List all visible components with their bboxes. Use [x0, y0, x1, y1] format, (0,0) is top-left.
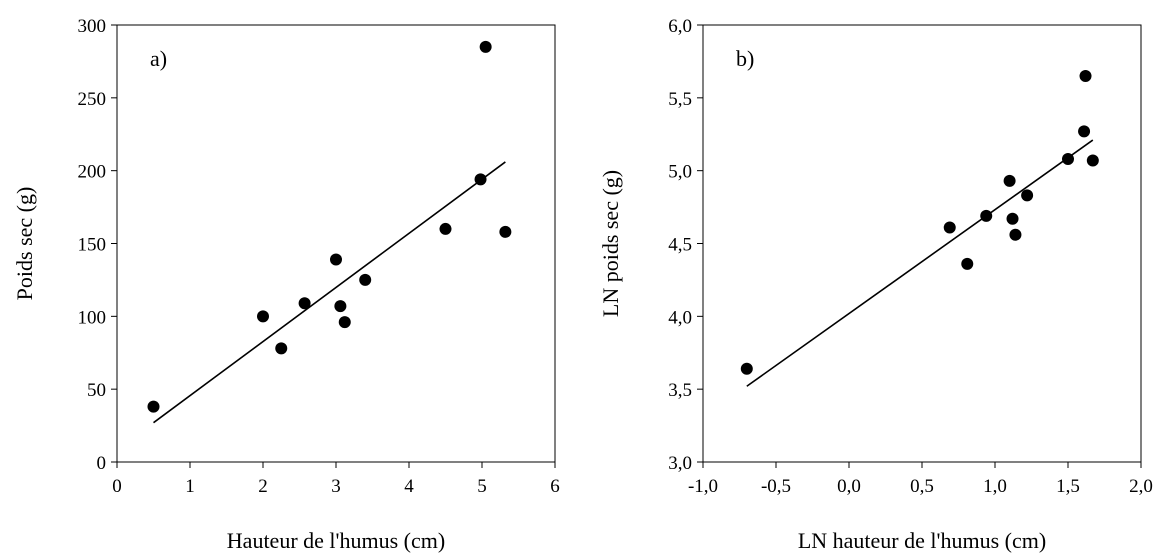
x-tick-label: 2: [258, 476, 268, 497]
y-tick-label: 4,0: [668, 307, 692, 328]
y-tick-label: 0: [97, 453, 107, 474]
x-tick-label: 5: [477, 476, 487, 497]
x-axis-title: LN hauteur de l'humus (cm): [798, 528, 1046, 553]
y-tick-label: 200: [78, 162, 107, 183]
panel-label: b): [736, 46, 754, 71]
chart-panel-b: -1,0 -0,5 0,0 0,5 1,0 1,5 2,0 3,0 3,5 4,0 4,5 5,0 5,…: [598, 16, 1153, 553]
data-point: [439, 222, 452, 235]
data-point: [359, 273, 372, 286]
x-tick-label: 0,0: [837, 476, 861, 497]
data-point: [298, 297, 311, 310]
data-point: [1003, 174, 1016, 187]
y-tick-label: 300: [78, 16, 107, 37]
plot-frame: [702, 24, 1142, 463]
data-point: [275, 342, 288, 355]
x-tick-label: 2,0: [1129, 476, 1153, 497]
data-point: [338, 316, 351, 329]
data-point: [1021, 189, 1034, 202]
x-tick-label: 6: [550, 476, 560, 497]
y-tick-label: 100: [78, 307, 107, 328]
plot-frame: [116, 24, 556, 463]
chart-panel-a: 0 1 2 3 4 5 6 0 50 100 150 200 250 300 Hauteur de l'hu…: [12, 16, 560, 553]
y-axis-title: Poids sec (g): [12, 187, 37, 301]
y-tick-label: 50: [87, 380, 106, 401]
data-point: [1009, 228, 1022, 241]
data-point: [479, 40, 492, 53]
x-tick-label: 1,0: [983, 476, 1007, 497]
x-tick-label: 0,5: [910, 476, 934, 497]
regression-line: [153, 161, 506, 424]
y-tick-label: 4,5: [668, 235, 692, 256]
data-point: [334, 300, 347, 313]
data-point: [943, 221, 956, 234]
x-tick-label: -1,0: [688, 476, 718, 497]
y-tick-label: 3,0: [668, 453, 692, 474]
data-point: [147, 400, 160, 413]
y-tick-label: 6,0: [668, 16, 692, 37]
data-point: [1079, 69, 1092, 82]
x-tick-label: 3: [331, 476, 341, 497]
regression-line: [746, 139, 1094, 387]
data-point: [1006, 212, 1019, 225]
data-point: [499, 225, 512, 238]
data-point: [474, 173, 487, 186]
y-tick-label: 150: [78, 235, 107, 256]
data-point: [1086, 154, 1099, 167]
data-point: [1062, 153, 1074, 166]
x-tick-label: -0,5: [761, 476, 791, 497]
y-tick-label: 5,5: [668, 89, 692, 110]
data-point: [740, 362, 753, 375]
y-axis-title: LN poids sec (g): [598, 170, 623, 317]
y-tick-label: 3,5: [668, 380, 692, 401]
data-point: [980, 209, 993, 222]
data-point: [961, 257, 974, 270]
panel-label: a): [150, 46, 167, 71]
x-tick-label: 4: [404, 476, 414, 497]
y-tick-label: 5,0: [668, 162, 692, 183]
x-tick-label: 0: [112, 476, 122, 497]
data-point: [330, 253, 342, 266]
data-point: [257, 310, 269, 323]
x-tick-label: 1,5: [1056, 476, 1080, 497]
data-point: [1078, 125, 1091, 138]
x-tick-label: 1: [185, 476, 195, 497]
x-axis-title: Hauteur de l'humus (cm): [227, 528, 445, 553]
y-tick-label: 250: [78, 89, 107, 110]
